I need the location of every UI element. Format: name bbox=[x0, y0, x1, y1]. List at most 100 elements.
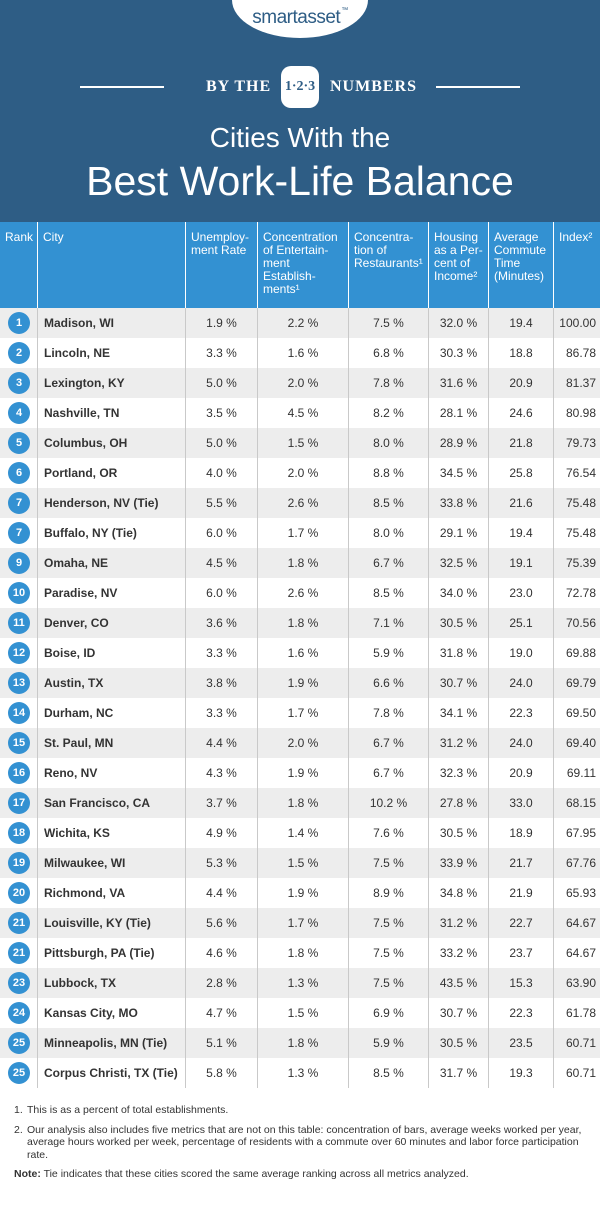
cell-housing: 43.5 % bbox=[428, 968, 488, 998]
cell-housing: 28.1 % bbox=[428, 398, 488, 428]
cell-commute: 19.3 bbox=[488, 1058, 553, 1088]
banner-rule-right bbox=[436, 86, 520, 88]
cell-rank: 5 bbox=[0, 428, 37, 458]
cell-rank: 21 bbox=[0, 908, 37, 938]
tie-note-label: Note: bbox=[14, 1168, 41, 1180]
col-header-unemployment: Unemploy-ment Rate bbox=[185, 222, 257, 308]
rank-badge: 23 bbox=[8, 972, 30, 994]
table-row: 16 Reno, NV 4.3 % 1.9 % 6.7 % 32.3 % 20.9 69.11 bbox=[0, 758, 600, 788]
cell-unemployment: 3.3 % bbox=[185, 638, 257, 668]
cell-rank: 20 bbox=[0, 878, 37, 908]
cell-city: Louisville, KY (Tie) bbox=[37, 908, 185, 938]
cell-unemployment: 5.8 % bbox=[185, 1058, 257, 1088]
table-row: 11 Denver, CO 3.6 % 1.8 % 7.1 % 30.5 % 25.1 70.… bbox=[0, 608, 600, 638]
cell-housing: 34.5 % bbox=[428, 458, 488, 488]
cell-rank: 23 bbox=[0, 968, 37, 998]
cell-city: Durham, NC bbox=[37, 698, 185, 728]
cell-index: 75.39 bbox=[553, 548, 600, 578]
cell-rank: 2 bbox=[0, 338, 37, 368]
cell-commute: 21.9 bbox=[488, 878, 553, 908]
cell-index: 81.37 bbox=[553, 368, 600, 398]
cell-commute: 19.4 bbox=[488, 518, 553, 548]
smartasset-logo: smartasset™ bbox=[232, 0, 368, 38]
cell-entertainment: 1.8 % bbox=[257, 938, 348, 968]
cell-index: 63.90 bbox=[553, 968, 600, 998]
cell-commute: 21.8 bbox=[488, 428, 553, 458]
cell-rank: 21 bbox=[0, 938, 37, 968]
footnote-1-number: 1. bbox=[14, 1104, 23, 1116]
cell-rank: 15 bbox=[0, 728, 37, 758]
cell-index: 75.48 bbox=[553, 488, 600, 518]
table-row: 19 Milwaukee, WI 5.3 % 1.5 % 7.5 % 33.9 % 21.7… bbox=[0, 848, 600, 878]
table-header: Rank City Unemploy-ment Rate Concentrati… bbox=[0, 222, 600, 308]
table-row: 4 Nashville, TN 3.5 % 4.5 % 8.2 % 28.1 % 24.6 8… bbox=[0, 398, 600, 428]
cell-rank: 16 bbox=[0, 758, 37, 788]
table-row: 3 Lexington, KY 5.0 % 2.0 % 7.8 % 31.6 % 20.9 8… bbox=[0, 368, 600, 398]
cell-index: 69.11 bbox=[553, 758, 600, 788]
table-row: 21 Louisville, KY (Tie) 5.6 % 1.7 % 7.5 % 31.… bbox=[0, 908, 600, 938]
rank-badge: 13 bbox=[8, 672, 30, 694]
cell-commute: 25.1 bbox=[488, 608, 553, 638]
cell-entertainment: 1.5 % bbox=[257, 428, 348, 458]
cell-entertainment: 1.9 % bbox=[257, 878, 348, 908]
cell-restaurants: 6.7 % bbox=[348, 728, 428, 758]
cell-unemployment: 3.3 % bbox=[185, 338, 257, 368]
col-header-entertainment: Concentration of Entertain-ment Establis… bbox=[257, 222, 348, 308]
cell-restaurants: 6.9 % bbox=[348, 998, 428, 1028]
cell-restaurants: 10.2 % bbox=[348, 788, 428, 818]
cell-index: 86.78 bbox=[553, 338, 600, 368]
cell-restaurants: 5.9 % bbox=[348, 1028, 428, 1058]
cell-housing: 32.5 % bbox=[428, 548, 488, 578]
cell-unemployment: 6.0 % bbox=[185, 518, 257, 548]
cell-unemployment: 5.5 % bbox=[185, 488, 257, 518]
cell-rank: 9 bbox=[0, 548, 37, 578]
cell-commute: 24.0 bbox=[488, 728, 553, 758]
cell-restaurants: 6.7 % bbox=[348, 548, 428, 578]
table-row: 5 Columbus, OH 5.0 % 1.5 % 8.0 % 28.9 % 21.8 79… bbox=[0, 428, 600, 458]
rank-badge: 1 bbox=[8, 312, 30, 334]
cell-unemployment: 3.6 % bbox=[185, 608, 257, 638]
cell-restaurants: 7.5 % bbox=[348, 968, 428, 998]
cell-city: San Francisco, CA bbox=[37, 788, 185, 818]
cell-restaurants: 8.5 % bbox=[348, 578, 428, 608]
table-row: 10 Paradise, NV 6.0 % 2.6 % 8.5 % 34.0 % 23.0 7… bbox=[0, 578, 600, 608]
cell-unemployment: 2.8 % bbox=[185, 968, 257, 998]
cell-housing: 34.8 % bbox=[428, 878, 488, 908]
table-row: 13 Austin, TX 3.8 % 1.9 % 6.6 % 30.7 % 24.0 69.… bbox=[0, 668, 600, 698]
cell-unemployment: 4.5 % bbox=[185, 548, 257, 578]
cell-commute: 19.1 bbox=[488, 548, 553, 578]
cell-entertainment: 1.6 % bbox=[257, 638, 348, 668]
cell-index: 69.88 bbox=[553, 638, 600, 668]
cell-housing: 29.1 % bbox=[428, 518, 488, 548]
cell-housing: 33.2 % bbox=[428, 938, 488, 968]
cell-restaurants: 6.7 % bbox=[348, 758, 428, 788]
cell-housing: 30.3 % bbox=[428, 338, 488, 368]
cell-city: Columbus, OH bbox=[37, 428, 185, 458]
table-body: 1 Madison, WI 1.9 % 2.2 % 7.5 % 32.0 % 19.4 100… bbox=[0, 308, 600, 1088]
cell-city: Reno, NV bbox=[37, 758, 185, 788]
cell-housing: 31.2 % bbox=[428, 908, 488, 938]
cell-index: 61.78 bbox=[553, 998, 600, 1028]
cell-housing: 34.1 % bbox=[428, 698, 488, 728]
cell-entertainment: 1.4 % bbox=[257, 818, 348, 848]
cell-restaurants: 8.5 % bbox=[348, 1058, 428, 1088]
cell-entertainment: 2.0 % bbox=[257, 728, 348, 758]
cell-commute: 18.8 bbox=[488, 338, 553, 368]
cell-housing: 30.5 % bbox=[428, 818, 488, 848]
rank-badge: 21 bbox=[8, 942, 30, 964]
table-row: 2 Lincoln, NE 3.3 % 1.6 % 6.8 % 30.3 % 18.8 86.… bbox=[0, 338, 600, 368]
cell-entertainment: 1.5 % bbox=[257, 998, 348, 1028]
cell-housing: 34.0 % bbox=[428, 578, 488, 608]
cell-housing: 31.7 % bbox=[428, 1058, 488, 1088]
logo-trademark: ™ bbox=[341, 7, 348, 14]
table-row: 6 Portland, OR 4.0 % 2.0 % 8.8 % 34.5 % 25.8 76… bbox=[0, 458, 600, 488]
cell-rank: 4 bbox=[0, 398, 37, 428]
cell-index: 79.73 bbox=[553, 428, 600, 458]
rank-badge: 24 bbox=[8, 1002, 30, 1024]
cell-restaurants: 7.1 % bbox=[348, 608, 428, 638]
cell-housing: 30.7 % bbox=[428, 668, 488, 698]
cell-rank: 6 bbox=[0, 458, 37, 488]
table-row: 14 Durham, NC 3.3 % 1.7 % 7.8 % 34.1 % 22.3 69.… bbox=[0, 698, 600, 728]
table-row: 7 Henderson, NV (Tie) 5.5 % 2.6 % 8.5 % 33.8 … bbox=[0, 488, 600, 518]
cell-city: Boise, ID bbox=[37, 638, 185, 668]
